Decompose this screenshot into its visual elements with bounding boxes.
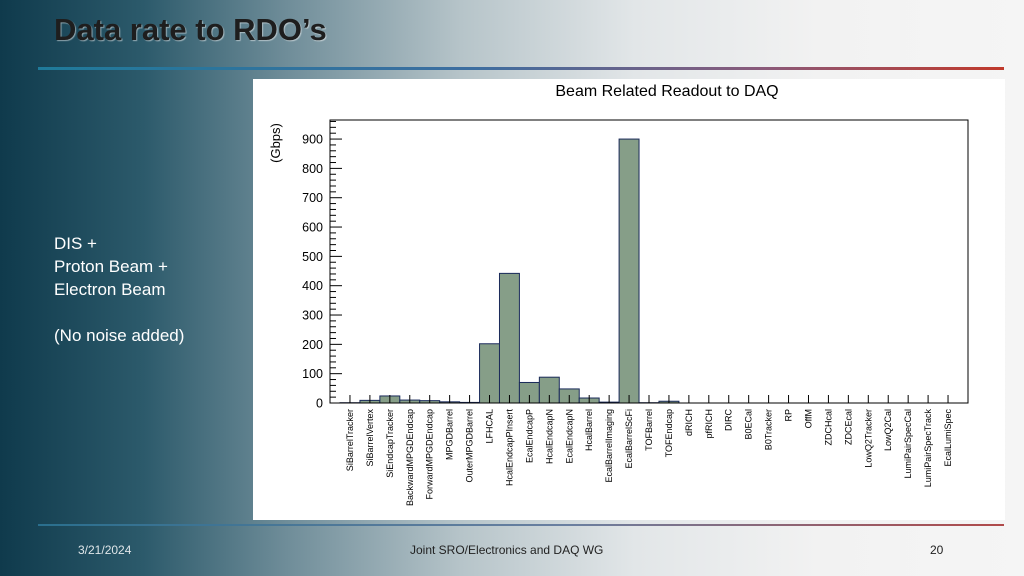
footer-divider (38, 524, 1004, 526)
x-tick-label: dRICH (684, 409, 694, 436)
description-block: DIS + Proton Beam + Electron Beam (No no… (54, 232, 244, 347)
chart-title: Beam Related Readout to DAQ (555, 83, 778, 100)
x-tick-label: RP (784, 409, 794, 422)
x-tick-label: OuterMPGDBarrel (465, 409, 475, 483)
x-tick-label: LowQ2Cal (883, 409, 893, 451)
bar-EcalBarrelScFi (618, 138, 640, 404)
x-tick-label: B0ECal (744, 409, 754, 440)
x-tick-label: EcalBarrelScFi (624, 409, 634, 469)
x-tick-label: HcalEndcapN (544, 409, 554, 464)
x-tick-label: ZDCEcal (843, 409, 853, 445)
bar-HcalEndcapPInsert (498, 272, 520, 404)
y-tick-label: 900 (302, 133, 323, 147)
y-tick-label: 100 (302, 367, 323, 381)
x-tick-label: B0Tracker (764, 409, 774, 450)
y-tick-label: 500 (302, 250, 323, 264)
x-tick-label: OffM (803, 409, 813, 428)
bar-chart: Beam Related Readout to DAQ (Gbps) 0 100 200… (268, 83, 969, 506)
x-tick-label: LFHCAL (485, 409, 495, 444)
description-line-electron: Electron Beam (54, 280, 166, 299)
description-line-proton: Proton Beam + (54, 257, 168, 276)
x-tick-label: EcalEndcapP (524, 409, 534, 463)
x-tick-label: LumiPairSpecTrack (923, 409, 933, 488)
x-tick-label: SiBarrelTracker (345, 409, 355, 471)
x-tick-label: HcalEndcapPInsert (504, 409, 514, 487)
y-axis-label: (Gbps) (268, 123, 283, 163)
page-number: 20 (930, 543, 944, 557)
title-divider (38, 67, 1004, 70)
x-tick-label: EcalLumiSpec (943, 409, 953, 467)
footer-date: 3/21/2024 (78, 543, 132, 557)
x-tick-label: SiBarrelVertex (365, 409, 375, 467)
x-tick-label: LumiPairSpecCal (903, 409, 913, 479)
description-line-dis: DIS + (54, 234, 97, 253)
x-tick-label: DIRC (724, 409, 734, 431)
y-tick-label: 300 (302, 309, 323, 323)
y-tick-label: 400 (302, 279, 323, 293)
x-tick-label: TOFBarrel (644, 409, 654, 451)
plot-frame (329, 119, 969, 404)
description-note: (No noise added) (54, 326, 185, 345)
y-tick-label: 0 (316, 397, 323, 411)
x-tick-label: HcalBarrel (584, 409, 594, 451)
x-tick-label: TOFEndcap (664, 409, 674, 457)
y-tick-label: 700 (302, 191, 323, 205)
x-tick-label: ZDCHcal (823, 409, 833, 446)
chart-panel: Beam Related Readout to DAQ (Gbps) 0 100 200… (253, 79, 1005, 520)
bar-LFHCAL (479, 343, 500, 404)
x-tick-label: EcalEndcapN (564, 409, 574, 464)
slide-title: Data rate to RDO’s (54, 12, 327, 47)
footer-event: Joint SRO/Electronics and DAQ WG (410, 543, 604, 557)
x-tick-label: BackwardMPGDEndcap (405, 409, 415, 506)
x-tick-label: pfRICH (704, 409, 714, 439)
y-tick-label: 200 (302, 338, 323, 352)
x-tick-label: SiEndcapTracker (385, 409, 395, 478)
y-tick-label: 600 (302, 221, 323, 235)
x-tick-label: LowQ2Tracker (863, 409, 873, 468)
x-tick-label: EcalBarrelImaging (604, 409, 614, 483)
x-tick-label: ForwardMPGDEndcap (425, 409, 435, 500)
y-tick-label: 800 (302, 162, 323, 176)
x-tick-label: MPGDBarrel (445, 409, 455, 460)
